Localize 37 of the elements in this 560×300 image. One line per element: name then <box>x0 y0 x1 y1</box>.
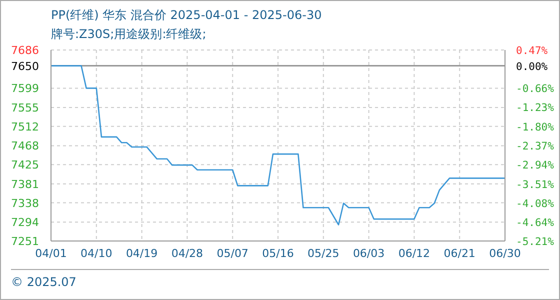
y2-tick-label: -1.80% <box>516 121 555 134</box>
x-tick-label: 04/01 <box>35 246 67 260</box>
y2-tick-label: -4.64% <box>516 216 555 229</box>
y2-tick-label: -5.21% <box>516 236 555 248</box>
y2-tick-label: 0.47% <box>516 45 548 57</box>
y2-tick-label: 0.00% <box>516 60 548 73</box>
x-tick-label: 04/28 <box>171 246 204 260</box>
y-tick-label: 7425 <box>11 158 39 172</box>
y2-tick-label: -2.94% <box>516 160 555 172</box>
y2-tick-label: -1.23% <box>516 102 555 114</box>
y-tick-label: 7686 <box>11 44 39 57</box>
y-tick-label: 7512 <box>11 120 39 134</box>
y2-tick-label: -2.37% <box>516 140 555 152</box>
chart-subtitle: 牌号:Z30S;用途级别:纤维级; <box>51 26 206 43</box>
x-tick-label: 06/21 <box>444 246 476 260</box>
y2-tick-label: -3.51% <box>516 178 555 191</box>
y2-tick-label: -0.66% <box>516 83 555 95</box>
y-tick-label: 7338 <box>11 196 39 210</box>
line-series <box>51 65 505 226</box>
x-tick-label: 05/25 <box>308 246 340 260</box>
x-tick-label: 06/12 <box>398 246 430 260</box>
x-tick-label: 06/03 <box>352 246 385 260</box>
y2-tick-label: -4.08% <box>516 198 555 210</box>
y-tick-label: 7650 <box>11 60 39 73</box>
y-tick-label: 7294 <box>11 216 39 230</box>
y-tick-label: 7599 <box>11 82 39 96</box>
y-tick-label: 7251 <box>11 235 39 248</box>
x-tick-label: 04/10 <box>80 246 112 260</box>
x-tick-label: 05/16 <box>262 246 294 260</box>
x-tick-label: 04/19 <box>126 246 158 260</box>
chart-title: PP(纤维) 华东 混合价 2025-04-01 - 2025-06-30 <box>51 7 322 24</box>
y-tick-label: 7555 <box>11 102 39 115</box>
y-tick-label: 7381 <box>11 178 39 191</box>
text: © 2025.07 <box>11 275 76 289</box>
x-tick-label: 06/30 <box>489 246 521 260</box>
y-tick-label: 7468 <box>11 140 39 153</box>
x-tick-label: 05/07 <box>216 246 248 260</box>
